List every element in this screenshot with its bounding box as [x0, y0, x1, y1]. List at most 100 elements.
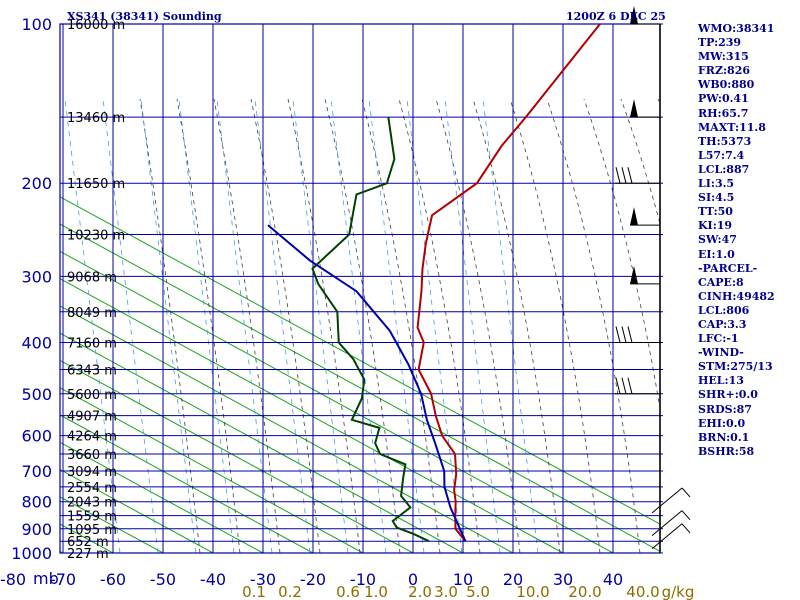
dry-adiabat-line	[139, 98, 201, 553]
dry-adiabat-line	[250, 98, 321, 553]
wind-barb-tick	[627, 377, 633, 394]
isotherm-line	[60, 305, 514, 553]
isotherm-line	[60, 278, 564, 553]
pressure-tick-label: 700	[21, 462, 52, 481]
height-label: 8049 m	[67, 306, 117, 321]
mixing-ratio-line	[140, 98, 197, 553]
temperature-tick-label: 40	[603, 570, 623, 589]
isotherm-line	[60, 223, 660, 552]
isotherm-layer	[0, 73, 660, 553]
wind-barbs	[615, 6, 691, 550]
wind-barb-tick	[621, 326, 627, 343]
dry-adiabat-line	[435, 98, 521, 553]
isotherm-line	[60, 359, 414, 553]
mixing-ratio-label: 40.0	[626, 583, 659, 600]
height-label: 1559 m	[67, 510, 117, 525]
wind-barb-tick	[615, 326, 621, 343]
dry-adiabat-line	[324, 98, 401, 553]
height-label: 652 m	[67, 535, 109, 550]
isotherm-line	[0, 73, 13, 553]
index-item: LCL:806	[698, 303, 750, 317]
pressure-tick-label: 1000	[11, 544, 52, 563]
index-item: SW:47	[698, 233, 737, 247]
wind-shaft	[651, 523, 683, 550]
index-item: LCL:887	[698, 162, 750, 176]
height-label: 9068 m	[67, 270, 117, 285]
index-item: RH:65.7	[698, 106, 749, 120]
index-item: EI:1.0	[698, 247, 735, 261]
isotherm-line	[60, 332, 464, 553]
height-label: 2554 m	[67, 481, 117, 496]
isotherm-line	[60, 387, 364, 553]
temperature-tick-label: -70	[50, 570, 76, 589]
dry-adiabat-line	[583, 98, 660, 412]
mixing-ratio-unit: g/kg	[662, 583, 695, 600]
mixing-ratio-label: 2.0	[408, 583, 432, 600]
temperature-tick-label: 0	[408, 570, 418, 589]
temperature-tick-label: 20	[503, 570, 523, 589]
isotherm-line	[60, 414, 314, 553]
index-item: CINH:49482	[698, 289, 775, 303]
wind-shaft	[651, 487, 683, 514]
isotherm-line	[60, 468, 214, 553]
profile-parcel	[267, 224, 467, 542]
height-label: 10230 m	[67, 229, 125, 244]
index-item: -WIND-	[698, 346, 744, 360]
mixing-ratio-line	[444, 98, 501, 553]
temperature-tick-label: 30	[553, 570, 573, 589]
wind-shaft	[651, 510, 683, 537]
dry-adiabat-line	[620, 98, 660, 226]
pressure-tick-label: 200	[21, 174, 52, 193]
index-item: BRN:0.1	[698, 430, 750, 444]
profile-dewpoint	[311, 117, 430, 543]
pressure-tick-label: 500	[21, 385, 52, 404]
height-label: 3660 m	[67, 448, 117, 463]
index-item: STM:275/13	[698, 360, 773, 374]
dry-adiabat-line	[472, 98, 561, 553]
height-label: 2043 m	[67, 496, 117, 511]
index-item: TP:239	[698, 36, 742, 50]
dry-adiabat-line	[176, 98, 241, 553]
wind-pennant	[630, 6, 638, 24]
temperature-tick-label: -30	[250, 570, 276, 589]
index-item: HEL:13	[698, 374, 744, 388]
dry-adiabat-layer	[139, 98, 660, 553]
height-label: 11650 m	[67, 177, 125, 192]
temperature-tick-label: -20	[300, 570, 326, 589]
height-label: 13460 m	[67, 111, 125, 126]
indices-panel: WMO:38341 TP:239 MW:315 FRZ:826 WB0:880 PW:0.…	[698, 22, 798, 459]
index-item: CAPE:8	[698, 275, 744, 289]
wind-barb-tick	[621, 167, 627, 184]
pressure-tick-label: 800	[21, 493, 52, 512]
index-item: KI:19	[698, 219, 733, 233]
index-item: LFC:-1	[698, 332, 739, 346]
mixing-ratio-line	[216, 98, 273, 553]
profile-lines	[267, 24, 601, 543]
profile-temperature	[416, 24, 601, 542]
mixing-ratio-label: 10.0	[516, 583, 549, 600]
index-item: TH:5373	[698, 134, 752, 148]
height-label: 227 m	[67, 547, 109, 562]
temperature-tick-label: -60	[100, 570, 126, 589]
sounding-date: 1200Z 6 DEC 25	[566, 10, 666, 23]
index-item: SRDS:87	[698, 402, 752, 416]
index-item: SHR+:0.0	[698, 388, 758, 402]
mixing-ratio-line	[64, 98, 121, 553]
index-item: BSHR:58	[698, 444, 755, 458]
wind-barb-tick	[627, 167, 633, 184]
wind-barb-tick	[615, 167, 621, 184]
mixing-ratio-label: 0.1	[242, 583, 266, 600]
isotherm-line	[60, 441, 264, 553]
index-item: CAP:3.3	[698, 317, 747, 331]
mixing-ratio-layer	[64, 98, 539, 553]
chart-title: XS341 (38341) Sounding	[67, 10, 222, 23]
wind-barb-tick	[681, 523, 691, 534]
wind-barb-tick	[627, 326, 633, 343]
mixing-ratio-line	[482, 98, 539, 553]
index-item: MW:315	[698, 50, 749, 64]
height-label: 5600 m	[67, 388, 117, 403]
index-item: PW:0.41	[698, 92, 749, 106]
wind-pennant	[630, 207, 638, 226]
pressure-tick-label: 900	[21, 520, 52, 539]
index-item: LI:3.5	[698, 177, 735, 191]
